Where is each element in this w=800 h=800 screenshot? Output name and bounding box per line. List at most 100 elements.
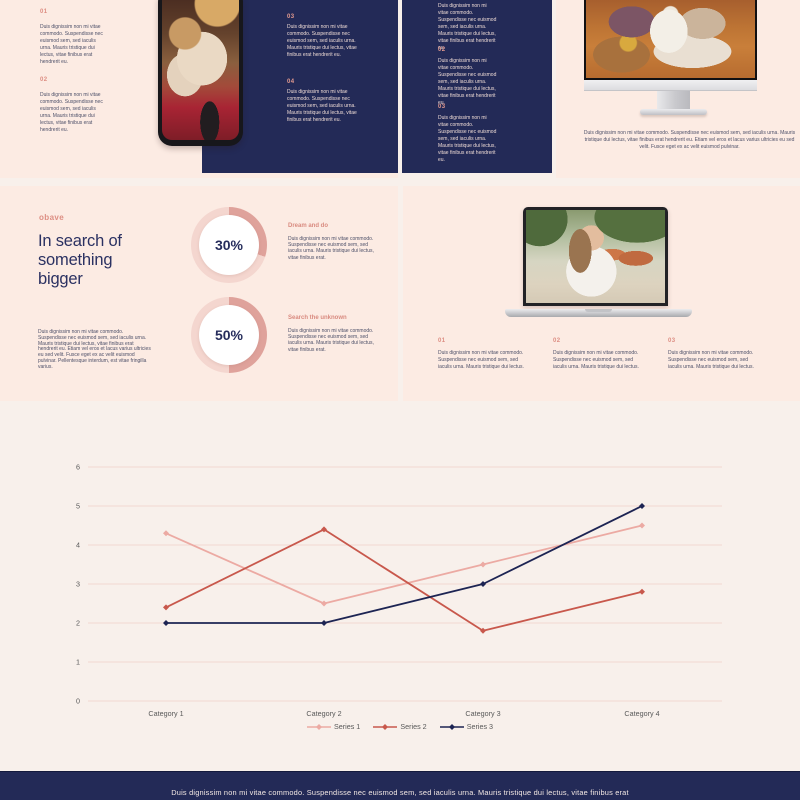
feature-item: Duis dignissim non mi vitae commodo. Sus… (438, 3, 498, 52)
column-number: 01 (438, 338, 446, 344)
feature-number: 04 (287, 79, 295, 85)
data-point-marker (163, 530, 169, 537)
footer-bar: Duis dignissim non mi vitae commodo. Sus… (0, 771, 800, 800)
feature-number: 01 (40, 9, 48, 15)
donut-hole: 30% (199, 215, 259, 275)
column-text: Duis dignissim non mi vitae commodo. Sus… (438, 350, 524, 370)
data-point-marker (639, 588, 645, 595)
legend-label: Series 3 (466, 722, 494, 731)
y-tick-label: 6 (76, 463, 80, 472)
data-point-marker (480, 561, 486, 568)
y-tick-label: 0 (76, 697, 80, 706)
slide-imac: Duis dignissim non mi vitae commodo. Sus… (556, 0, 800, 178)
y-tick-label: 2 (76, 619, 80, 628)
feature-text: Duis dignissim non mi vitae commodo. Sus… (438, 58, 497, 106)
feature-item: 03 Duis dignissim non mi vitae commodo. … (287, 14, 359, 59)
donut-value: 50% (214, 327, 244, 343)
slide-stats: obave In search of something bigger Duis… (0, 186, 398, 401)
legend-label: Series 2 (400, 722, 427, 731)
feature-number: 02 (40, 77, 48, 83)
data-point-marker (321, 620, 327, 626)
laptop-photo-woman-resort (526, 210, 665, 303)
imac-stand (657, 91, 690, 110)
stat-text: Duis dignissim non mi vitae commodo. Sus… (288, 328, 374, 353)
column-number: 02 (553, 338, 561, 344)
series-line (166, 505, 643, 624)
legend-label: Series 1 (333, 722, 361, 731)
stat-block: Dream and do Duis dignissim non mi vitae… (288, 223, 383, 261)
imac-chin (584, 80, 757, 91)
line-chart: 0 1 2 3 4 5 6 Category 1 Category 2 Category 3 Cat… (76, 463, 722, 718)
y-tick-label: 4 (76, 541, 80, 550)
series-line (165, 524, 643, 605)
slide-heading: In search of something bigger (38, 232, 122, 288)
laptop-mockup (523, 207, 668, 306)
slide-body-text: Duis dignissim non mi vitae commodo. Sus… (38, 329, 151, 370)
stat-title: Search the unknown (288, 315, 347, 321)
feature-text: Duis dignissim non mi vitae commodo. Sus… (40, 24, 103, 65)
feature-text: Duis dignissim non mi vitae commodo. Sus… (287, 24, 357, 58)
stat-text: Duis dignissim non mi vitae commodo. Sus… (288, 236, 374, 261)
column-text: Duis dignissim non mi vitae commodo. Sus… (553, 350, 639, 370)
column-item: 01 Duis dignissim non mi vitae commodo. … (438, 338, 533, 371)
x-category-label: Category 4 (624, 709, 659, 718)
feature-text: Duis dignissim non mi vitae commodo. Sus… (438, 115, 497, 163)
y-tick-label: 1 (76, 658, 80, 667)
column-text: Duis dignissim non mi vitae commodo. Sus… (668, 350, 754, 370)
feature-item: 02 Duis dignissim non mi vitae commodo. … (40, 77, 108, 134)
column-number: 03 (668, 338, 676, 344)
brand-name: obave (39, 213, 65, 222)
slide-phone-features: 01 Duis dignissim non mi vitae commodo. … (0, 0, 398, 178)
feature-number: 03 (287, 14, 295, 20)
stat-title: Dream and do (288, 223, 329, 229)
slide-laptop: 01 Duis dignissim non mi vitae commodo. … (403, 186, 800, 401)
y-tick-label: 3 (76, 580, 80, 589)
column-item: 03 Duis dignissim non mi vitae commodo. … (668, 338, 763, 371)
data-point-marker (639, 503, 645, 509)
x-category-label: Category 3 (465, 709, 500, 718)
legend-swatch (373, 723, 398, 730)
imac-caption: Duis dignissim non mi vitae commodo. Sus… (583, 130, 796, 150)
feature-number: 03 (438, 104, 446, 110)
feature-item: 01 Duis dignissim non mi vitae commodo. … (40, 9, 108, 66)
imac-photo-autumn-picnic (586, 0, 755, 78)
data-point-marker (639, 522, 645, 529)
legend-item: Series 2 (373, 722, 427, 731)
feature-item: 02 Duis dignissim non mi vitae commodo. … (438, 47, 498, 107)
footer-text: Duis dignissim non mi vitae commodo. Sus… (171, 788, 629, 797)
phone-photo-mother-child (162, 0, 239, 140)
data-point-marker (163, 620, 169, 626)
imac-base (640, 109, 707, 115)
data-point-marker (321, 600, 327, 607)
donut-chart-50: 50% (191, 297, 267, 373)
feature-text: Duis dignissim non mi vitae commodo. Sus… (40, 92, 103, 133)
series-line (165, 528, 643, 632)
legend-swatch (306, 723, 331, 730)
legend-swatch (439, 723, 464, 730)
feature-number: 02 (438, 47, 446, 53)
slide-navy-list: Duis dignissim non mi vitae commodo. Sus… (402, 0, 552, 173)
feature-item: 04 Duis dignissim non mi vitae commodo. … (287, 79, 359, 124)
imac-mockup (584, 0, 757, 80)
data-point-marker (321, 526, 327, 533)
feature-item: 03 Duis dignissim non mi vitae commodo. … (438, 104, 498, 164)
donut-hole: 50% (199, 305, 259, 365)
stat-block: Search the unknown Duis dignissim non mi… (288, 315, 383, 353)
laptop-base (505, 309, 692, 317)
x-category-label: Category 2 (306, 709, 341, 718)
chart-legend: Series 1 Series 2 Series 3 (0, 722, 800, 731)
x-category-label: Category 1 (148, 709, 183, 718)
data-point-marker (163, 604, 169, 611)
column-item: 02 Duis dignissim non mi vitae commodo. … (553, 338, 648, 371)
data-point-marker (480, 581, 486, 587)
feature-text: Duis dignissim non mi vitae commodo. Sus… (287, 89, 357, 123)
donut-chart-30: 30% (191, 207, 267, 283)
legend-item: Series 1 (306, 722, 361, 731)
y-tick-label: 5 (76, 502, 80, 511)
donut-value: 30% (214, 237, 244, 253)
legend-item: Series 3 (439, 722, 494, 731)
phone-mockup (158, 0, 243, 146)
feature-text: Duis dignissim non mi vitae commodo. Sus… (438, 3, 497, 51)
data-point-marker (480, 627, 486, 634)
